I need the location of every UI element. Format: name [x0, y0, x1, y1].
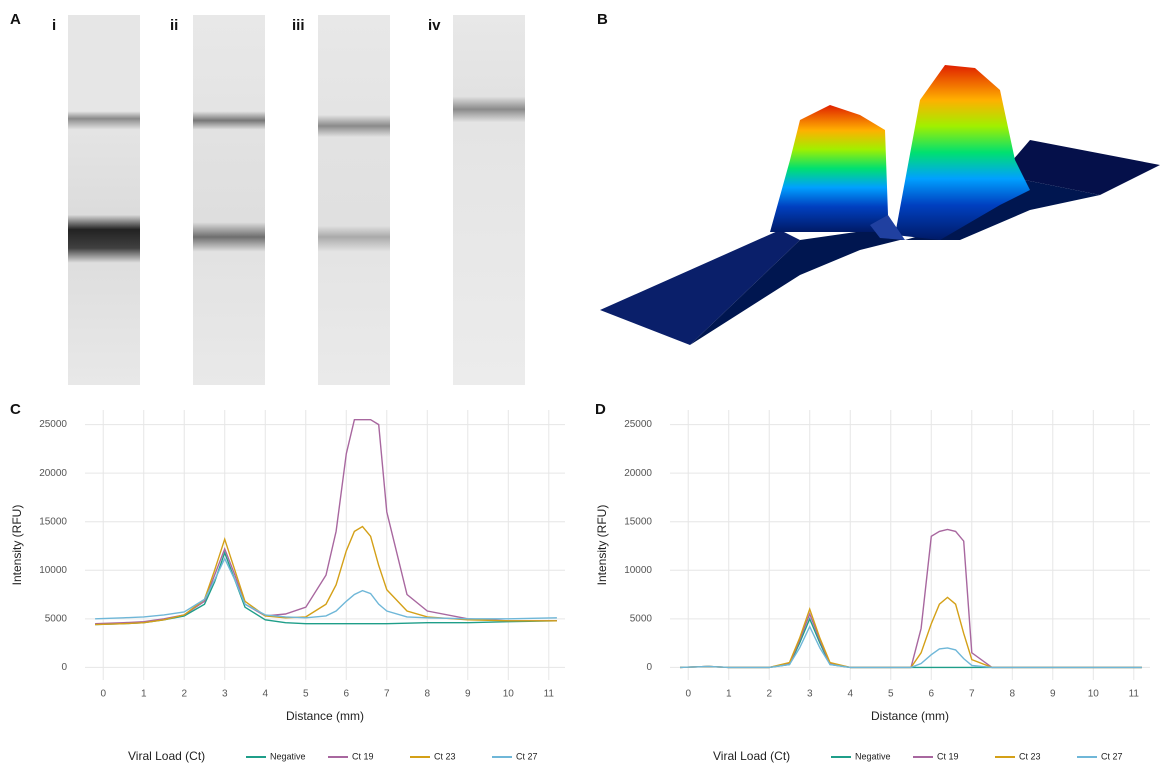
test-strip	[453, 15, 525, 385]
x-tick-label: 10	[503, 689, 515, 700]
x-tick-label: 5	[303, 689, 309, 700]
strip-label: iii	[292, 17, 305, 34]
y-tick-label: 20000	[39, 468, 67, 479]
legend-title: Viral Load (Ct)	[713, 749, 790, 763]
legend-label: Ct 19	[937, 751, 959, 761]
y-tick-label: 20000	[624, 468, 652, 479]
panel-label: C	[10, 401, 21, 418]
x-tick-label: 8	[1009, 689, 1015, 700]
x-tick-label: 1	[141, 689, 147, 700]
x-tick-label: 6	[343, 689, 349, 700]
y-axis-title: Intensity (RFU)	[10, 505, 24, 586]
data-line	[680, 597, 1142, 667]
figure: A i ii iii iv B C01234567891011050001000…	[0, 0, 1161, 769]
y-tick-label: 10000	[624, 565, 652, 576]
x-tick-label: 7	[384, 689, 390, 700]
x-tick-label: 2	[181, 689, 187, 700]
x-axis-title: Distance (mm)	[871, 709, 949, 723]
data-line	[95, 559, 557, 619]
y-tick-label: 0	[61, 662, 67, 673]
legend-label: Ct 27	[1101, 751, 1123, 761]
x-tick-label: 11	[544, 689, 555, 700]
y-tick-label: 25000	[624, 419, 652, 430]
x-tick-label: 8	[424, 689, 430, 700]
y-tick-label: 10000	[39, 565, 67, 576]
legend-label: Negative	[270, 751, 306, 761]
x-tick-label: 9	[1050, 689, 1056, 700]
y-tick-label: 15000	[39, 516, 67, 527]
legend-title: Viral Load (Ct)	[128, 749, 205, 763]
strip-label: iv	[428, 17, 441, 34]
y-tick-label: 5000	[630, 613, 653, 624]
y-axis-title: Intensity (RFU)	[595, 505, 609, 586]
legend-label: Ct 19	[352, 751, 374, 761]
legend-label: Ct 23	[434, 751, 456, 761]
panel-label: B	[597, 11, 608, 28]
x-tick-label: 0	[100, 689, 106, 700]
y-tick-label: 15000	[624, 516, 652, 527]
x-tick-label: 6	[928, 689, 934, 700]
x-tick-label: 1	[726, 689, 732, 700]
x-tick-label: 5	[888, 689, 894, 700]
data-line	[95, 553, 557, 625]
x-tick-label: 0	[685, 689, 691, 700]
strip-label: ii	[170, 17, 178, 34]
x-tick-label: 9	[465, 689, 471, 700]
x-tick-label: 3	[222, 689, 228, 700]
y-tick-label: 25000	[39, 419, 67, 430]
x-tick-label: 4	[262, 689, 268, 700]
data-line	[680, 627, 1142, 668]
y-tick-label: 5000	[45, 613, 68, 624]
x-tick-label: 11	[1129, 689, 1140, 700]
x-axis-title: Distance (mm)	[286, 709, 364, 723]
test-strip	[193, 15, 265, 385]
x-tick-label: 2	[766, 689, 772, 700]
panel-label: A	[10, 11, 21, 28]
y-tick-label: 0	[646, 662, 652, 673]
legend-label: Ct 23	[1019, 751, 1041, 761]
legend-label: Ct 27	[516, 751, 538, 761]
x-tick-label: 3	[807, 689, 813, 700]
surface-plot	[600, 65, 1160, 345]
x-tick-label: 4	[847, 689, 853, 700]
strip-label: i	[52, 17, 56, 34]
x-tick-label: 10	[1088, 689, 1100, 700]
data-line	[680, 530, 1142, 668]
data-line	[680, 619, 1142, 668]
legend-label: Negative	[855, 751, 891, 761]
test-strip	[318, 15, 390, 385]
x-tick-label: 7	[969, 689, 975, 700]
test-strip	[68, 15, 140, 385]
panel-label: D	[595, 401, 606, 418]
